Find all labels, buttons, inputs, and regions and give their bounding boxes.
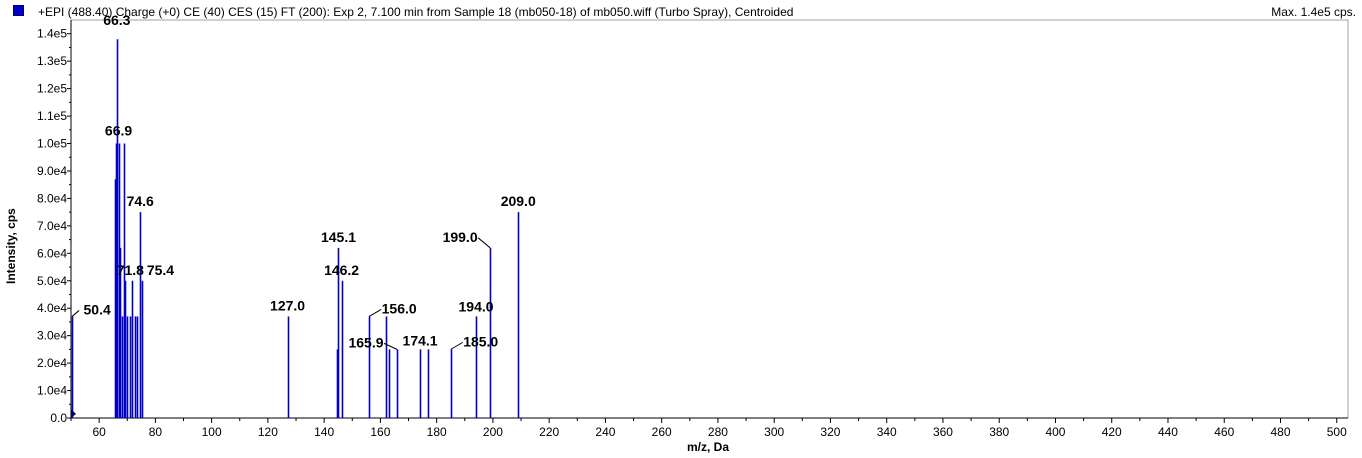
y-tick-label: 3.0e4	[37, 329, 67, 343]
x-tick-label: 240	[595, 425, 615, 439]
y-tick-label: 2.0e4	[37, 356, 67, 370]
y-tick-label: 5.0e4	[37, 274, 67, 288]
x-tick-label: 180	[427, 425, 447, 439]
x-tick-label: 60	[92, 425, 106, 439]
y-tick-label: 9.0e4	[37, 164, 67, 178]
peak-label: 185.0	[463, 333, 498, 349]
y-tick-label: 1.0e5	[37, 137, 67, 151]
peak-label-leader	[477, 237, 491, 249]
y-tick-label: 1.1e5	[37, 109, 67, 123]
y-tick-label: 8.0e4	[37, 191, 67, 205]
x-tick-label: 300	[764, 425, 784, 439]
y-tick-label: 1.4e5	[37, 27, 67, 41]
peak-label: 156.0	[382, 300, 417, 316]
peak-label: 71.8	[117, 262, 144, 278]
origin-marker-icon	[71, 409, 76, 418]
peak-label: 127.0	[270, 297, 305, 313]
x-tick-label: 340	[877, 425, 897, 439]
peak-label: 209.0	[501, 193, 536, 209]
x-tick-label: 160	[370, 425, 390, 439]
peak-label: 66.9	[105, 123, 132, 139]
peak-label-leader	[368, 309, 382, 317]
plot-frame	[70, 19, 1349, 419]
x-tick-label: 400	[1045, 425, 1065, 439]
peak-label: 75.4	[147, 262, 174, 278]
x-tick-label: 80	[149, 425, 163, 439]
x-tick-label: 200	[483, 425, 503, 439]
y-tick-label: 7.0e4	[37, 219, 67, 233]
chart-header: +EPI (488.40) Charge (+0) CE (40) CES (1…	[0, 0, 1362, 26]
x-tick-label: 380	[989, 425, 1009, 439]
x-axis-label: m/z, Da	[687, 440, 730, 454]
y-tick-label: 1.2e5	[37, 82, 67, 96]
y-tick-label: 4.0e4	[37, 301, 67, 315]
series-legend-swatch	[13, 5, 24, 16]
peak-label: 50.4	[84, 301, 111, 317]
peak-label: 199.0	[443, 229, 478, 245]
peak-label: 74.6	[127, 193, 154, 209]
peak-label: 194.0	[459, 298, 494, 314]
y-tick-label: 1.3e5	[37, 54, 67, 68]
y-tick-label: 1.0e4	[37, 384, 67, 398]
max-intensity-label: Max. 1.4e5 cps.	[1271, 5, 1356, 19]
x-tick-label: 360	[933, 425, 953, 439]
chart-title: +EPI (488.40) Charge (+0) CE (40) CES (1…	[38, 5, 794, 19]
x-tick-label: 500	[1327, 425, 1347, 439]
x-tick-label: 100	[202, 425, 222, 439]
x-tick-label: 480	[1270, 425, 1290, 439]
x-tick-label: 220	[539, 425, 559, 439]
x-tick-label: 140	[314, 425, 334, 439]
y-axis-label: Intensity, cps	[4, 208, 18, 284]
x-tick-label: 420	[1102, 425, 1122, 439]
peak-label-leader	[383, 342, 398, 350]
peak-label: 165.9	[348, 334, 383, 350]
x-tick-label: 280	[708, 425, 728, 439]
x-tick-label: 120	[258, 425, 278, 439]
x-tick-label: 260	[652, 425, 672, 439]
x-tick-label: 320	[820, 425, 840, 439]
x-tick-label: 440	[1158, 425, 1178, 439]
x-tick-label: 460	[1214, 425, 1234, 439]
y-tick-label: 0.0	[50, 411, 67, 425]
peak-label-leader	[71, 310, 80, 317]
peak-label: 145.1	[321, 229, 356, 245]
peak-label: 66.3	[103, 12, 130, 28]
y-tick-label: 6.0e4	[37, 246, 67, 260]
peak-label: 174.1	[403, 332, 438, 348]
peak-label: 146.2	[324, 262, 359, 278]
peak-label-leader	[450, 341, 463, 350]
